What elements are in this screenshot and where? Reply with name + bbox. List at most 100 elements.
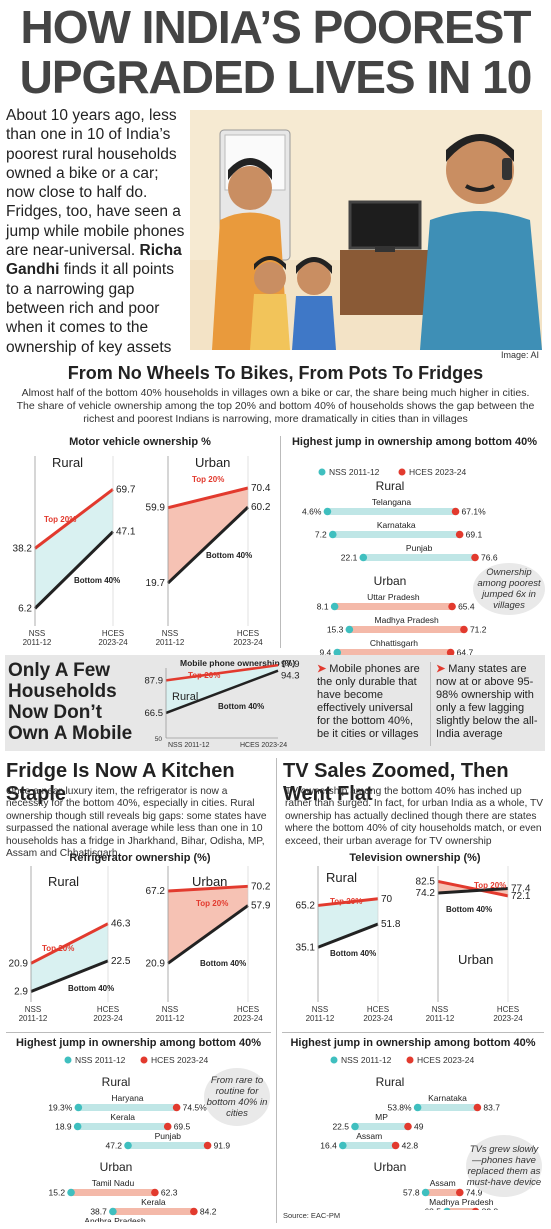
value-label: 82.5 <box>416 876 436 887</box>
from-label: 15.3 <box>327 625 344 635</box>
panel-label: Rural <box>52 455 83 470</box>
from-label: 22.5 <box>332 1122 349 1132</box>
dot-nss <box>345 625 354 634</box>
dot-nss <box>339 1141 347 1150</box>
x-tick: HCES <box>497 1005 519 1014</box>
dot-hces <box>471 553 479 562</box>
fridge-rural-panel: 20.9 46.3 2.9 22.5 Top 20% Bottom 40% Rural NSS… <box>9 866 131 1023</box>
x-tick: NSS <box>432 1005 448 1014</box>
state-label: MP <box>375 1112 388 1122</box>
dot-hces <box>203 1141 212 1150</box>
legend-hces: HCES 2023-24 <box>409 467 466 477</box>
value-label: 57.9 <box>251 901 271 912</box>
legend-bottom40: Bottom 40% <box>446 905 492 914</box>
legend-bottom40: Bottom 40% <box>218 702 264 711</box>
y-tick: 50 <box>155 736 163 743</box>
family-illustration <box>190 110 542 350</box>
author-name: Richa Gandhi <box>6 242 182 279</box>
group-label: Rural <box>376 479 405 493</box>
state-label: Haryana <box>111 1093 143 1103</box>
to-label: 82.8 <box>482 1207 499 1211</box>
value-label: 35.1 <box>296 942 316 953</box>
dot-hces <box>460 625 468 634</box>
from-label: 57.8 <box>403 1188 420 1198</box>
dot-hces <box>472 1207 480 1210</box>
tv-jump-title: Highest jump in ownership among bottom 4… <box>290 1037 536 1049</box>
section1-description: Almost half of the bottom 40% households… <box>16 387 535 425</box>
dot-hces <box>456 1188 464 1197</box>
dot-hces <box>451 507 460 516</box>
tv-jump-chart: NSS 2011-12 HCES 2023-24 Rural Karnataka 53.… <box>320 1055 500 1211</box>
dot-nss <box>413 1103 422 1112</box>
dot-nss <box>74 1103 83 1112</box>
range-bar <box>355 1123 408 1130</box>
legend-dot-hces <box>406 1056 414 1064</box>
gap-area <box>168 886 248 964</box>
state-label: Karnataka <box>428 1093 467 1103</box>
legend-top20: Top 20% <box>188 671 220 680</box>
state-label: Andhra Pradesh <box>84 1216 146 1222</box>
range-bar <box>327 508 456 515</box>
divider <box>280 436 281 648</box>
state-label: Uttar Pradesh <box>367 592 420 602</box>
fridge-description: Once a near-luxury item, the refrigerato… <box>6 786 267 860</box>
value-label: 87.9 <box>145 675 164 686</box>
note2-text: Many states are now at or above 95-98% o… <box>436 663 538 740</box>
range-bar <box>425 1189 460 1196</box>
value-label: 59.9 <box>146 503 166 514</box>
x-tick: NSS <box>162 629 178 638</box>
legend-dot-nss <box>64 1056 72 1064</box>
from-label: 7.2 <box>315 530 327 540</box>
x-tick: 2023-24 <box>98 638 128 647</box>
note1-text: Mobile phones are the only durable that … <box>317 663 420 740</box>
value-label: 20.9 <box>9 958 29 969</box>
fridge-jump-title: Highest jump in ownership among bottom 4… <box>15 1037 262 1049</box>
panel-label: Rural <box>172 691 198 703</box>
dot-nss <box>109 1207 117 1216</box>
state-label: Madhya Pradesh <box>429 1197 494 1207</box>
legend-top20: Top 20% <box>192 475 224 484</box>
value-label: 66.5 <box>145 708 164 719</box>
dot-nss <box>124 1141 132 1150</box>
to-label: 69.5 <box>174 1122 191 1132</box>
value-label: 94.3 <box>281 671 300 682</box>
state-label: Chhattisgarh <box>370 638 418 648</box>
motor-jump-title: Highest jump in ownership among bottom 4… <box>291 436 538 448</box>
value-label: 97.9 <box>281 659 300 670</box>
motor-jump-chart: NSS 2011-12 HCES 2023-24 Rural Telangana 4.6… <box>302 467 498 655</box>
x-tick: HCES <box>367 1005 389 1014</box>
range-bar <box>342 1142 396 1149</box>
fridge-chart: 20.9 46.3 2.9 22.5 Top 20% Bottom 40% Rural NSS… <box>9 866 271 1023</box>
dot-nss <box>73 1122 82 1131</box>
legend-dot-nss <box>330 1056 338 1064</box>
source: Source: EAC-PM <box>283 1211 341 1220</box>
value-label: 69.7 <box>116 484 136 495</box>
fridge-chart-title: Refrigerator ownership (%) <box>69 852 211 864</box>
x-tick: HCES <box>102 629 124 638</box>
dot-hces <box>404 1122 412 1131</box>
panel-label: Rural <box>48 874 79 889</box>
motor-dumbbell-rows: NSS 2011-12 HCES 2023-24 Rural Telangana 4.6… <box>302 467 498 655</box>
panel-label: Urban <box>192 874 227 889</box>
legend-bottom40: Bottom 40% <box>68 984 114 993</box>
x-tick: 2023-24 <box>93 1014 123 1023</box>
panel-label: Urban <box>458 952 493 967</box>
fridge-dumbbell-rows: NSS 2011-12 HCES 2023-24 Rural Haryana 19.3%… <box>48 1055 230 1222</box>
state-label: Telangana <box>372 497 412 507</box>
group-label: Rural <box>102 1075 131 1089</box>
x-tick: NSS <box>29 629 45 638</box>
to-label: 69.1 <box>466 530 483 540</box>
legend-hces: HCES 2023-24 <box>151 1055 208 1065</box>
bottom40-line <box>33 530 115 610</box>
state-label: Kerala <box>141 1197 166 1207</box>
range-bar <box>363 554 476 561</box>
motor-rural-panel: 38.2 69.7 6.2 47.1 Top 20% Bottom 40% Rural NSS… <box>13 455 136 647</box>
x-tick: 2023-24 <box>233 1014 263 1023</box>
legend-bottom40: Bottom 40% <box>330 949 376 958</box>
range-bar <box>417 1104 478 1111</box>
state-label: Karnataka <box>377 520 416 530</box>
x-tick: 2011-12 <box>156 638 185 647</box>
value-label: 77.4 <box>511 884 531 895</box>
legend-top20: Top 20% <box>42 944 74 953</box>
